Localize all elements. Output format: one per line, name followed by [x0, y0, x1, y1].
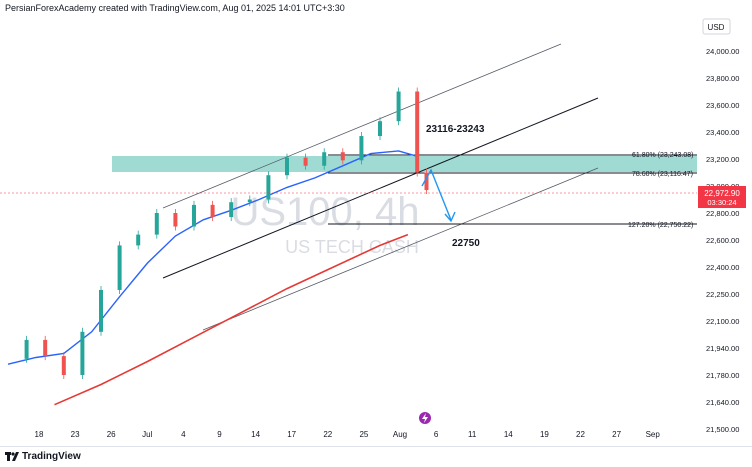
projection-arrow[interactable] — [421, 168, 452, 221]
event-lightning-icon[interactable] — [419, 412, 431, 424]
y-tick-label: 21,940.00 — [706, 344, 739, 353]
y-tick-label: 24,000.00 — [706, 47, 739, 56]
candle-body[interactable] — [117, 245, 122, 290]
x-tick-label: 26 — [107, 430, 116, 439]
channel-lines[interactable] — [162, 43, 599, 331]
x-tick-label: 22 — [576, 430, 585, 439]
candle-body[interactable] — [415, 91, 420, 173]
last-price-tag[interactable]: 22,972.90 03:30:24 — [698, 186, 746, 208]
candlestick-series[interactable] — [24, 87, 429, 380]
candle-body[interactable] — [424, 172, 429, 191]
last-price-countdown: 03:30:24 — [707, 198, 736, 207]
x-tick-label: 14 — [251, 430, 260, 439]
x-tick-label: 14 — [504, 430, 513, 439]
fib-618-label: 61.80% (23,243.08) — [632, 152, 694, 159]
candle-body[interactable] — [210, 204, 215, 218]
y-tick-labels: 24,000.00 23,800.00 23,600.00 23,400.00 23,2… — [706, 47, 739, 434]
candle-body[interactable] — [285, 157, 289, 176]
fib-levels[interactable]: 61.80% (23,243.08) 78.60% (23,116.47) 12… — [328, 152, 697, 229]
x-tick-label: 6 — [434, 430, 439, 439]
ema-fast-line[interactable] — [7, 150, 418, 365]
chart-attribution: PersianForexAcademy created with Trading… — [5, 3, 345, 13]
candle-body[interactable] — [229, 202, 234, 218]
x-tick-label: Aug — [393, 430, 407, 439]
y-tick-label: 23,400.00 — [706, 128, 739, 137]
price-axis-background — [698, 0, 752, 446]
candle-body[interactable] — [266, 175, 271, 200]
x-tick-label: 18 — [35, 430, 44, 439]
tradingview-icon — [5, 452, 19, 461]
fib-786-label: 78.60% (23,116.47) — [632, 171, 693, 178]
y-tick-label: 22,250.00 — [706, 290, 739, 299]
last-price-background — [698, 186, 746, 208]
candle-body[interactable] — [173, 213, 178, 227]
zone-label: 23116-23243 — [426, 124, 485, 135]
candle-body[interactable] — [24, 339, 29, 359]
x-tick-label: 23 — [71, 430, 80, 439]
y-tick-label: 21,780.00 — [706, 371, 739, 380]
y-tick-label: 22,600.00 — [706, 236, 739, 245]
watermark-name: US TECH CASH — [285, 237, 419, 257]
candle-body[interactable] — [61, 356, 66, 375]
footer-brand: TradingView — [22, 451, 81, 462]
candle-body[interactable] — [322, 152, 327, 166]
x-tick-label: 17 — [287, 430, 296, 439]
price-axis[interactable]: USD 24,000.00 23,800.00 23,600.00 23,400.00… — [698, 0, 752, 446]
x-tick-labels: 18 23 26 Jul 4 9 14 17 22 25 Aug 6 11 14 19 22 27 Sep — [35, 430, 661, 439]
last-price-value: 22,972.90 — [704, 189, 740, 198]
y-tick-label: 23,800.00 — [706, 74, 739, 83]
candle-body[interactable] — [154, 213, 159, 235]
candle-body[interactable] — [192, 204, 196, 227]
target-label: 22750 — [452, 238, 480, 249]
footer-bar: TradingView — [0, 446, 752, 467]
x-tick-label: 19 — [540, 430, 549, 439]
x-tick-label: 27 — [612, 430, 621, 439]
candle-body[interactable] — [378, 121, 382, 137]
x-tick-label: Sep — [646, 430, 661, 439]
candle-body[interactable] — [247, 199, 252, 203]
candle-body[interactable] — [80, 331, 85, 375]
watermark-symbol: US100, 4h — [230, 190, 419, 234]
channel-upper-line[interactable] — [162, 43, 562, 209]
ema-slow-line[interactable] — [54, 233, 409, 406]
y-tick-label: 22,400.00 — [706, 263, 739, 272]
chart-canvas[interactable]: USD 24,000.00 23,800.00 23,600.00 23,400.00… — [0, 0, 752, 446]
currency-badge[interactable] — [702, 18, 731, 35]
candle-body[interactable] — [359, 136, 364, 161]
y-tick-label: 21,500.00 — [706, 425, 739, 434]
tradingview-logo[interactable]: TradingView — [5, 451, 81, 462]
x-tick-label: 11 — [468, 430, 477, 439]
y-tick-label: 21,640.00 — [706, 398, 739, 407]
fib-1272-label: 127.20% (22,750.22) — [628, 222, 693, 229]
currency-label: USD — [708, 23, 725, 32]
channel-middle-line[interactable] — [162, 97, 599, 279]
candle-body[interactable] — [396, 91, 401, 122]
x-tick-label: Jul — [142, 430, 152, 439]
channel-lower-line[interactable] — [202, 167, 599, 331]
candle-body[interactable] — [340, 152, 345, 161]
fib-zone[interactable] — [112, 156, 697, 172]
y-tick-label: 23,200.00 — [706, 155, 739, 164]
x-tick-label: 25 — [359, 430, 368, 439]
y-tick-label: 22,800.00 — [706, 209, 739, 218]
candle-body[interactable] — [99, 289, 103, 332]
x-tick-label: 4 — [181, 430, 186, 439]
candle-body[interactable] — [303, 157, 308, 166]
candle-body[interactable] — [136, 234, 141, 246]
x-tick-label: 9 — [217, 430, 222, 439]
y-tick-label: 23,600.00 — [706, 101, 739, 110]
arrow-head-icon — [444, 211, 456, 223]
x-tick-label: 22 — [323, 430, 332, 439]
candle-body[interactable] — [43, 339, 48, 357]
y-tick-label: 22,100.00 — [706, 317, 739, 326]
